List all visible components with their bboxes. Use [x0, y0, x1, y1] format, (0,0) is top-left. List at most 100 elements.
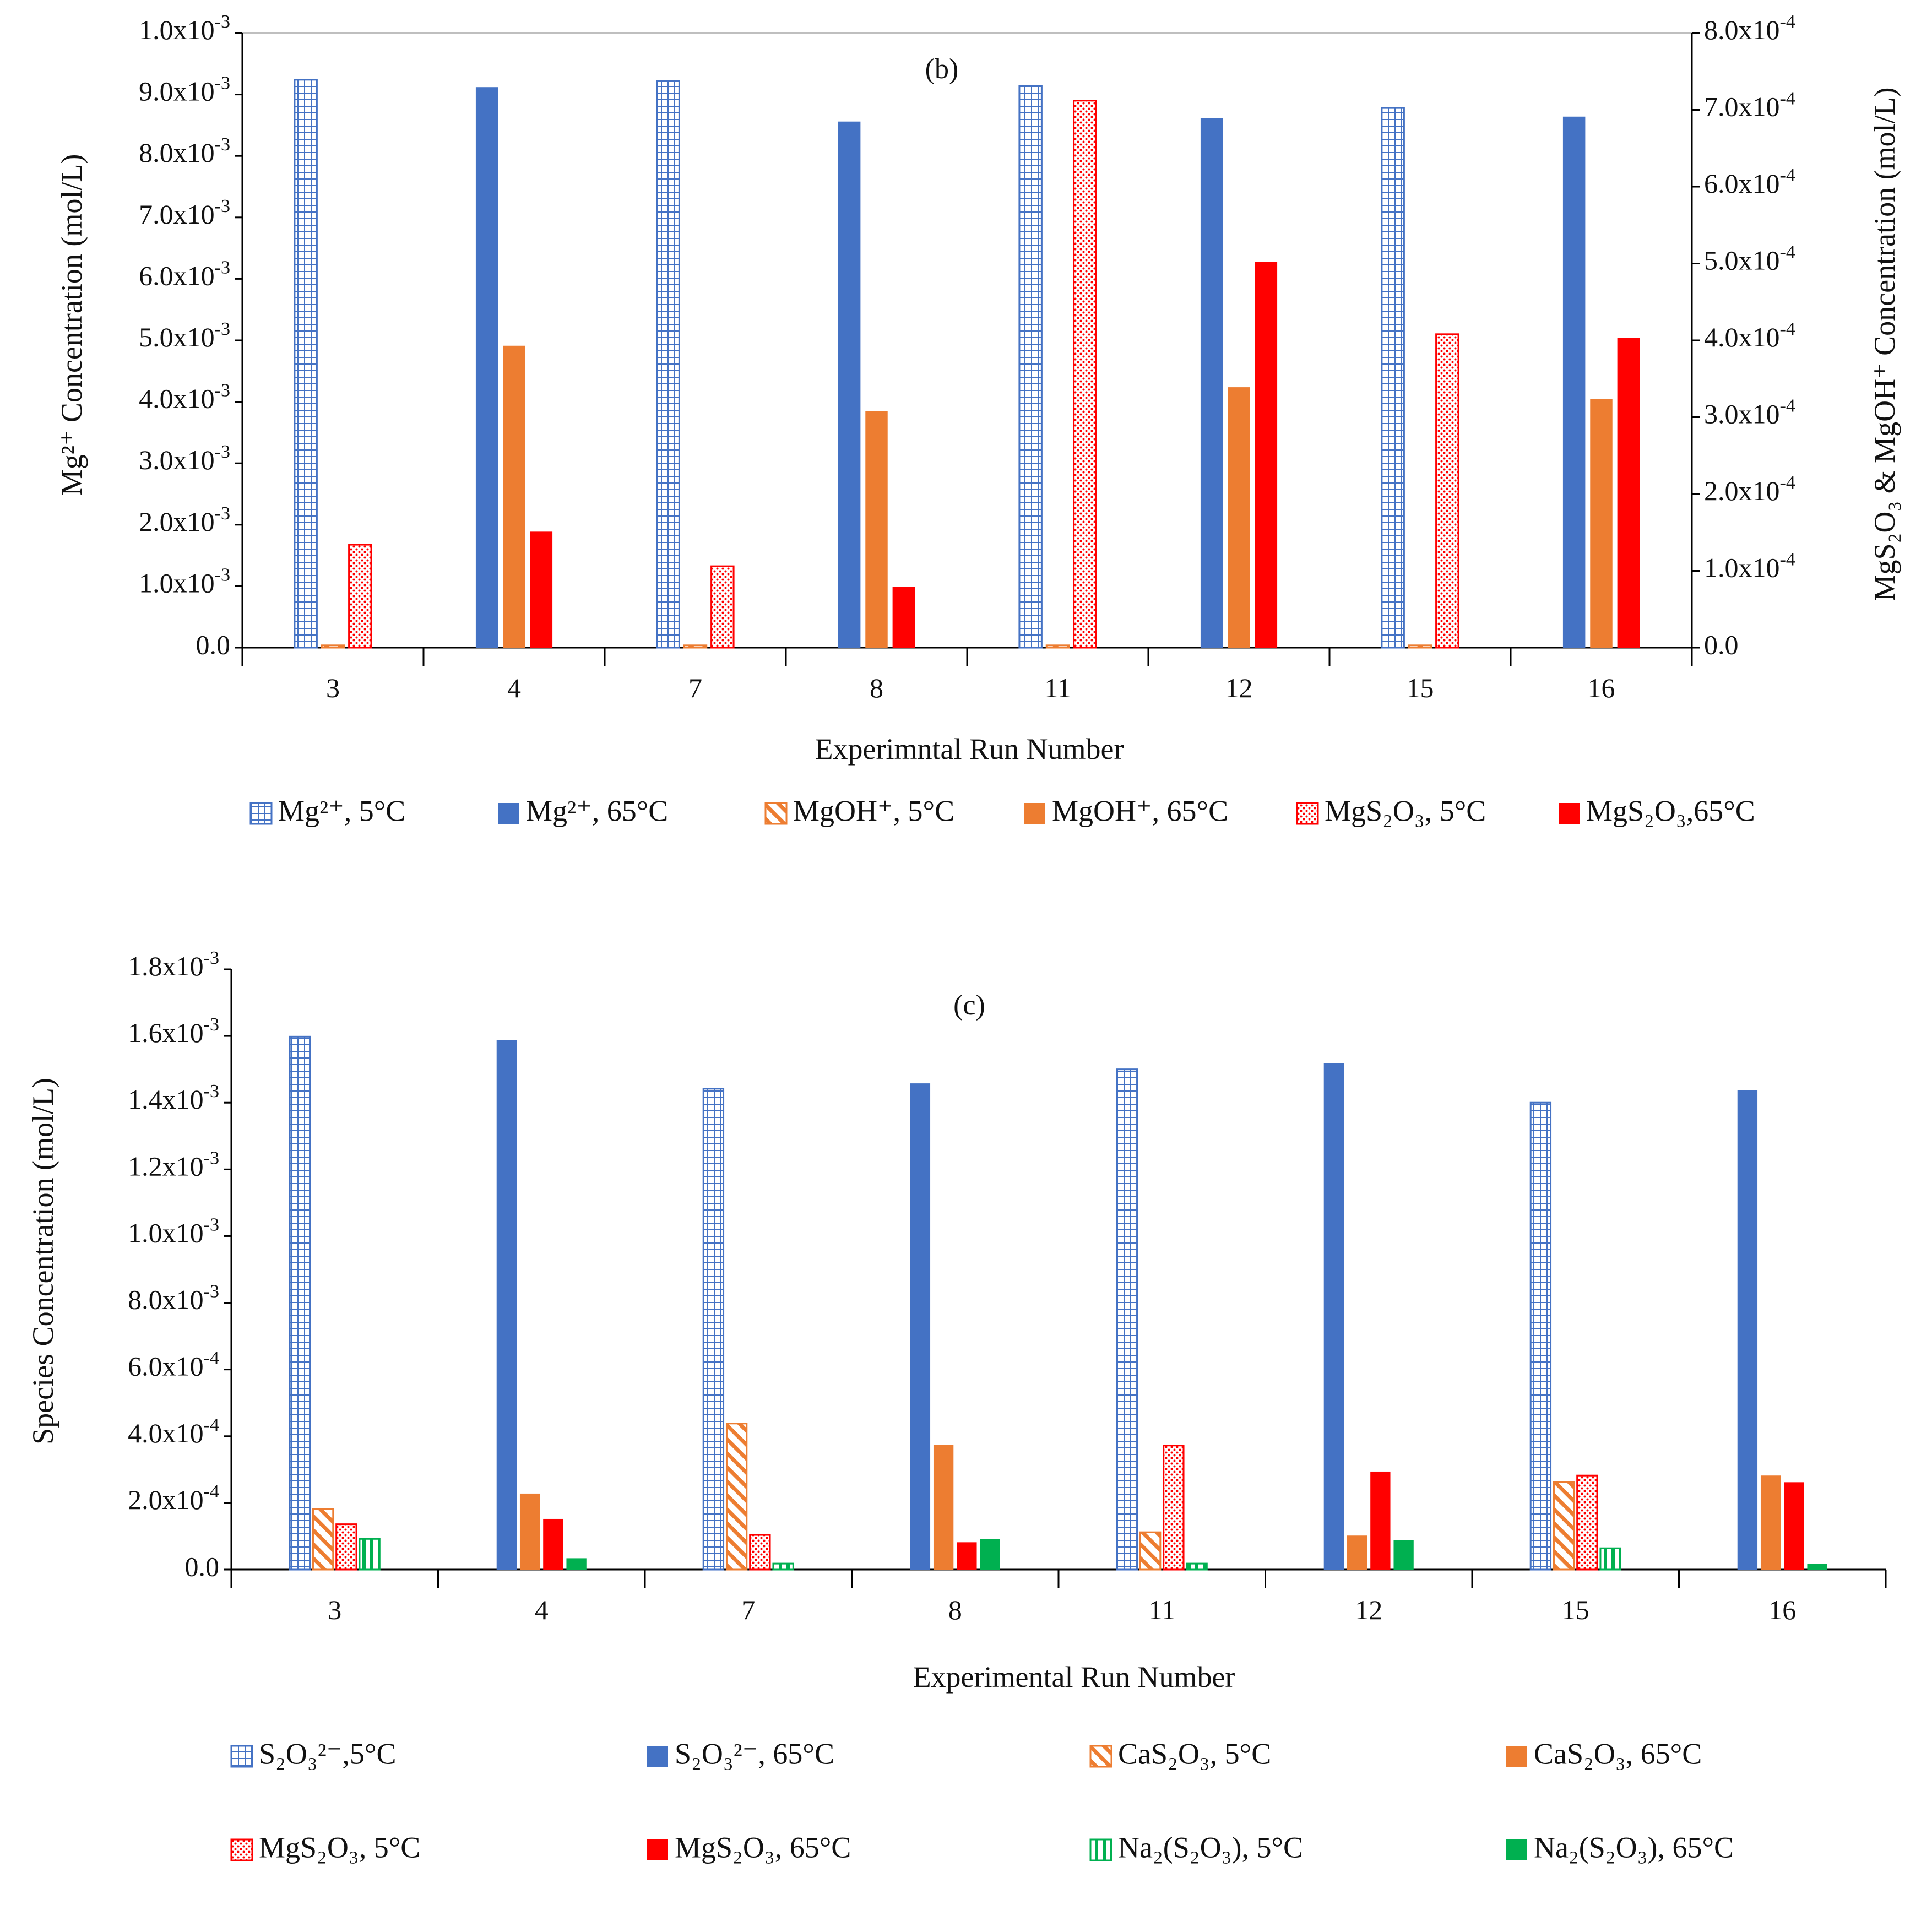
panel-b-y2-tick-label: 4.0x10-4	[1704, 319, 1795, 353]
panel-b-legend-swatch	[249, 802, 273, 825]
panel-b-bar	[530, 531, 553, 648]
panel-c-legend-label: CaS₂O₃, 65°C	[1534, 1737, 1702, 1770]
panel-b-plot-frame	[241, 32, 1693, 649]
panel-b-y-tick-label: 6.0x10-3	[139, 257, 230, 291]
panel-b-y2-tick-label: 1.0x10-4	[1704, 549, 1795, 583]
panel-c-legend-swatch	[647, 1746, 668, 1767]
panel-c-bar	[1163, 1445, 1185, 1571]
panel-c-bar	[335, 1523, 357, 1571]
panel-b-y-tick-label: 9.0x10-3	[139, 73, 230, 107]
panel-c-legend-label: MgS₂O₃, 5°C	[259, 1831, 420, 1864]
panel-b-x-axis-label: Experimntal Run Number	[815, 732, 1124, 766]
panel-b-y-tick-label: 2.0x10-3	[139, 503, 230, 538]
panel-b-bar	[865, 411, 888, 648]
panel-c-bar	[725, 1423, 748, 1571]
panel-c-legend-swatch	[1506, 1839, 1527, 1860]
panel-c-bar	[980, 1539, 1000, 1570]
panel-c-y-tick-label: 4.0x10-4	[128, 1415, 219, 1449]
panel-c-bar	[519, 1493, 540, 1570]
panel-c-legend-label: Na₂(S₂O₃), 5°C	[1118, 1831, 1303, 1864]
panel-b-y2-tick-label: 3.0x10-4	[1704, 395, 1795, 430]
panel-b-legend-label: Mg²⁺, 5°C	[278, 794, 405, 827]
panel-b-bar	[1073, 100, 1097, 649]
panel-b-x-tick-label: 8	[870, 672, 883, 703]
panel-b-legend-swatch	[1024, 803, 1045, 824]
panel-c-plot-frame	[231, 969, 1886, 1570]
panel-c-bar	[1116, 1068, 1138, 1571]
panel-b-y2-tick-label: 2.0x10-4	[1704, 473, 1795, 507]
panel-b-bar	[1562, 116, 1586, 648]
panel-c-y-axis-label: Species Concentration (mol/L)	[26, 1078, 59, 1445]
panel-b-bar	[1018, 85, 1043, 649]
panel-c-y-tick-label: 1.4x10-3	[128, 1081, 219, 1115]
panel-c-y-tick-label: 2.0x10-4	[128, 1481, 219, 1516]
panel-c-y-tick-label: 0.0	[185, 1551, 220, 1582]
panel-c-y-tick-label: 8.0x10-3	[128, 1281, 219, 1315]
panel-c-x-tick-label: 16	[1768, 1594, 1796, 1625]
panel-c-legend-swatch	[1506, 1746, 1527, 1767]
panel-b-bar	[1045, 644, 1070, 649]
panel-c-x-tick-label: 11	[1149, 1594, 1175, 1625]
panel-b-bar	[892, 587, 915, 648]
panel-b-bar	[1255, 262, 1278, 648]
panel-c-bar	[749, 1534, 771, 1571]
panel-c-legend: S₂O₃²⁻,5°C S₂O₃²⁻, 65°C CaS₂O₃, 5°C CaS₂O₃,…	[230, 1737, 1734, 1864]
panel-c-y-tick-label: 1.0x10-3	[128, 1214, 219, 1249]
panel-b-bar	[1590, 399, 1613, 648]
panel-b-chart: 0.0 1.0x10-3 2.0x10-3 3.0x10-3 4.0x10-3 5.0x1…	[55, 12, 1901, 828]
panel-b-bar	[1200, 118, 1223, 648]
panel-b-y-tick-label: 4.0x10-3	[139, 380, 230, 414]
panel-b-bar	[1617, 338, 1640, 648]
panel-b-y-tick-label: 3.0x10-3	[139, 442, 230, 476]
panel-b-legend-swatch	[498, 803, 519, 824]
panel-b-y-tick-label: 1.0x10-3	[139, 565, 230, 599]
panel-c-legend-label: MgS₂O₃, 65°C	[675, 1831, 851, 1864]
panel-b-legend-swatch	[764, 802, 788, 825]
panel-b-y2-tick-label: 5.0x10-4	[1704, 242, 1795, 276]
panel-b-y-axis-label: Mg²⁺ Concentration (mol/L)	[55, 154, 88, 496]
panel-c-x-tick-label: 7	[741, 1594, 755, 1625]
panel-b-legend: Mg²⁺, 5°C Mg²⁺, 65°C MgOH⁺, 5°C MgOH⁺, 65°C…	[249, 794, 1755, 827]
panel-b-bar	[348, 544, 372, 649]
panel-b-legend-label: MgS₂O₃, 5°C	[1325, 794, 1486, 827]
panel-c-legend-label: S₂O₃²⁻, 65°C	[675, 1737, 834, 1770]
panel-b-bar	[656, 80, 680, 649]
panel-c-bar	[1139, 1531, 1162, 1571]
panel-b-x-tick-label: 4	[507, 672, 521, 703]
panel-c-legend-swatch	[230, 1838, 253, 1861]
panel-c-bar	[1807, 1564, 1827, 1570]
panel-b-x-tick-label: 7	[688, 672, 702, 703]
panel-b-y-tick-label: 5.0x10-3	[139, 319, 230, 353]
panel-c-legend-label: S₂O₃²⁻,5°C	[259, 1737, 397, 1770]
panel-b-y-tick-label: 0.0	[196, 629, 231, 660]
panel-c-chart: 0.0 2.0x10-4 4.0x10-4 6.0x10-4 8.0x10-3 1.0x1…	[26, 948, 1887, 1864]
panel-b-bar	[1408, 644, 1432, 649]
panel-c-y-tick-label: 1.2x10-3	[128, 1148, 219, 1182]
panel-b-x-tick-label: 11	[1044, 672, 1071, 703]
panel-c-legend-swatch	[230, 1745, 253, 1768]
panel-b-bar	[475, 87, 498, 648]
panel-c-y-tick-label: 1.6x10-3	[128, 1014, 219, 1049]
panel-b-y2-axis-label: MgS₂O₃ & MgOH⁺ Concentration (mol/L)	[1868, 87, 1901, 601]
panel-b-legend-label: Mg²⁺, 65°C	[526, 794, 668, 827]
panel-c-x-tick-label: 8	[948, 1594, 962, 1625]
panel-b-x-tick-label: 16	[1588, 672, 1615, 703]
panel-c-bar	[312, 1508, 334, 1571]
panel-c-bar	[702, 1088, 725, 1571]
panel-c-x-axis-label: Experimental Run Number	[913, 1660, 1235, 1694]
panel-b-bar	[503, 345, 525, 648]
panel-b-bar	[710, 565, 735, 649]
panel-b-x-tick-label: 3	[326, 672, 340, 703]
panel-c-legend-label: CaS₂O₃, 5°C	[1118, 1737, 1271, 1770]
panel-c-x-tick-label: 4	[535, 1594, 549, 1625]
panel-b-y-tick-label: 7.0x10-3	[139, 196, 230, 230]
panel-b-y-tick-label: 8.0x10-3	[139, 134, 230, 169]
panel-c-x-tick-label: 15	[1562, 1594, 1589, 1625]
panel-c-legend-label: Na₂(S₂O₃), 65°C	[1534, 1831, 1734, 1864]
panel-b-bar	[1381, 107, 1405, 649]
panel-c-label: (c)	[953, 990, 985, 1021]
panel-b-bar	[1228, 387, 1250, 648]
panel-b-y-tick-label: 1.0x10-3	[139, 12, 230, 46]
panel-b-legend-label: MgS₂O₃,65°C	[1586, 794, 1755, 827]
panel-b-x-tick-label: 15	[1407, 672, 1434, 703]
